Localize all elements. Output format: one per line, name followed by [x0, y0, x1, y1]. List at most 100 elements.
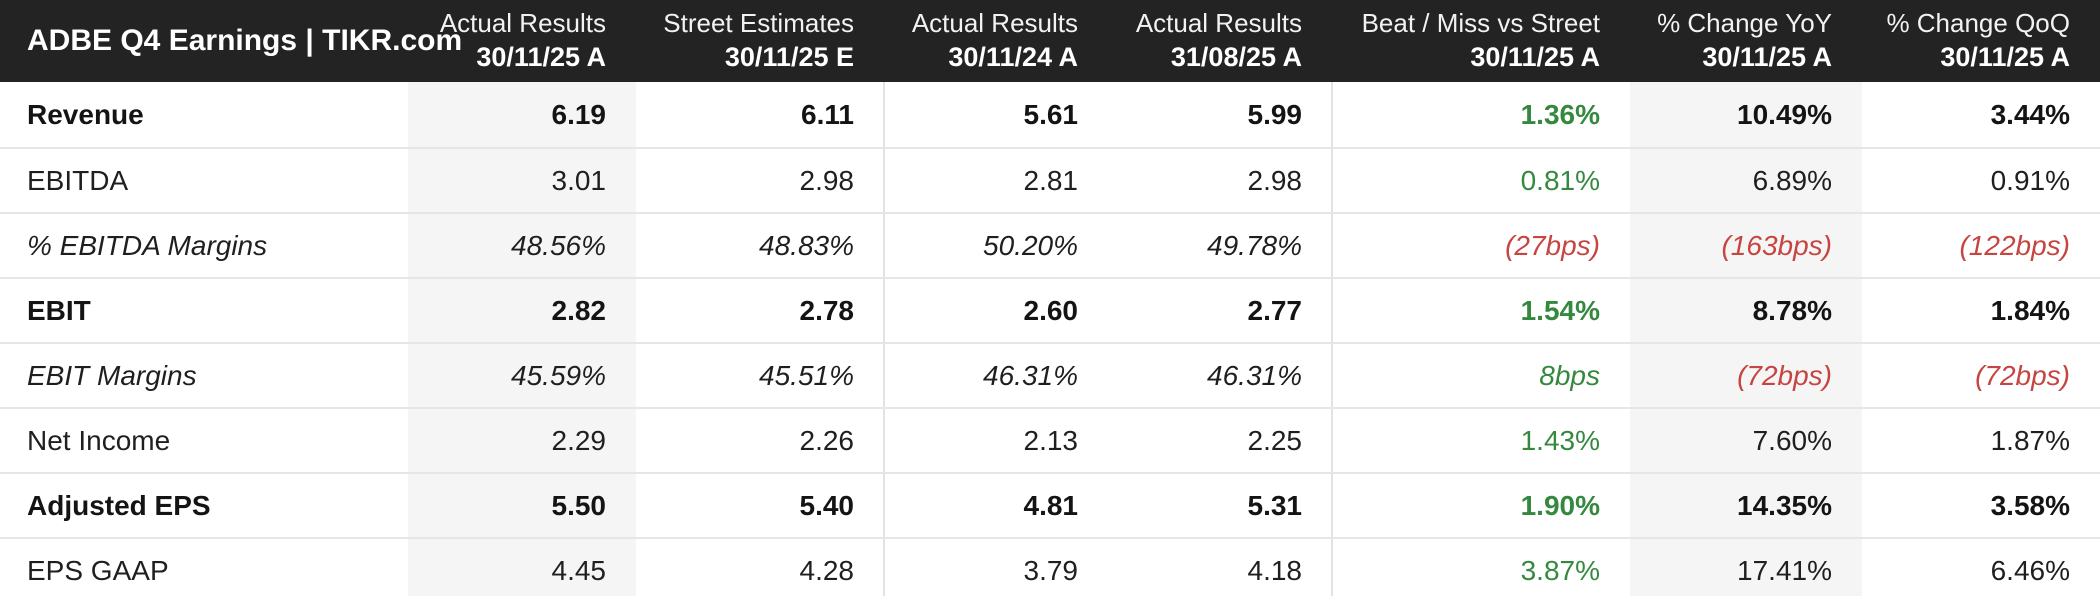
- row-label: EBIT: [27, 294, 91, 326]
- qoq-cell: 3.44%: [1990, 98, 2070, 130]
- row-label: Net Income: [27, 424, 171, 456]
- table-cell: 3.79: [1023, 554, 1079, 586]
- table-cell: 2.98: [1247, 164, 1303, 196]
- qoq-cell: 1.87%: [1990, 424, 2070, 456]
- table-cell: 6.19: [551, 98, 607, 130]
- qoq-cell: 3.58%: [1990, 489, 2070, 521]
- column-date: 30/11/25 E: [724, 42, 854, 73]
- column-date: 30/11/25 A: [1940, 42, 2070, 73]
- qoq-cell: (122bps): [1959, 229, 2070, 261]
- table-header: ADBE Q4 Earnings | TIKR.com Actual Resul…: [0, 0, 2100, 82]
- row-label: % EBITDA Margins: [27, 229, 268, 261]
- table-cell: 49.78%: [1207, 229, 1302, 261]
- beat-miss-cell: 0.81%: [1520, 164, 1600, 196]
- row-label: EPS GAAP: [27, 554, 169, 586]
- yoy-cell: 7.60%: [1752, 424, 1832, 456]
- column-divider: [883, 82, 885, 596]
- yoy-cell: 14.35%: [1737, 489, 1832, 521]
- column-label: % Change QoQ: [1886, 7, 2070, 38]
- column-header-street-estimates: Street Estimates 30/11/25 E: [636, 0, 884, 82]
- yoy-cell: 6.89%: [1752, 164, 1832, 196]
- qoq-cell: 6.46%: [1990, 554, 2070, 586]
- beat-miss-cell: 1.90%: [1520, 489, 1600, 521]
- table-row-ebit: EBIT 2.82 2.78 2.60 2.77 1.54% 8.78% 1.8…: [0, 277, 2100, 342]
- yoy-cell: 17.41%: [1737, 554, 1832, 586]
- beat-miss-cell: 1.36%: [1520, 98, 1600, 130]
- row-label: EBITDA: [27, 164, 129, 196]
- table-cell: 5.31: [1247, 489, 1303, 521]
- table-cell: 4.28: [799, 554, 855, 586]
- yoy-cell: (72bps): [1737, 359, 1832, 391]
- table-cell: 5.61: [1023, 98, 1079, 130]
- table-cell: 48.56%: [511, 229, 606, 261]
- column-header-actual-current: Actual Results 30/11/25 A: [408, 0, 636, 82]
- column-label: % Change YoY: [1657, 7, 1832, 38]
- row-label: Adjusted EPS: [27, 489, 211, 521]
- table-cell: 2.78: [799, 294, 855, 326]
- column-divider: [1331, 82, 1333, 596]
- table-cell: 2.25: [1247, 424, 1303, 456]
- beat-miss-cell: 1.43%: [1520, 424, 1600, 456]
- table-cell: 6.11: [801, 98, 854, 130]
- beat-miss-cell: (27bps): [1505, 229, 1600, 261]
- table-cell: 48.83%: [759, 229, 854, 261]
- yoy-cell: (163bps): [1721, 229, 1832, 261]
- table-cell: 2.26: [799, 424, 855, 456]
- column-date: 30/11/24 A: [948, 42, 1078, 73]
- table-row-ebit-margins: EBIT Margins 45.59% 45.51% 46.31% 46.31%…: [0, 342, 2100, 407]
- column-header-actual-prior-year: Actual Results 30/11/24 A: [884, 0, 1108, 82]
- table-cell: 45.59%: [511, 359, 606, 391]
- table-row-adjusted-eps: Adjusted EPS 5.50 5.40 4.81 5.31 1.90% 1…: [0, 472, 2100, 537]
- table-cell: 2.98: [799, 164, 855, 196]
- column-date: 31/08/25 A: [1170, 42, 1302, 73]
- column-date: 30/11/25 A: [1470, 42, 1600, 73]
- table-cell: 4.81: [1023, 489, 1079, 521]
- table-row-eps-gaap: EPS GAAP 4.45 4.28 3.79 4.18 3.87% 17.41…: [0, 537, 2100, 602]
- column-stripe-yoy: [1630, 82, 1862, 596]
- column-header-change-yoy: % Change YoY 30/11/25 A: [1630, 0, 1862, 82]
- table-cell: 46.31%: [1207, 359, 1302, 391]
- column-label: Beat / Miss vs Street: [1361, 7, 1600, 38]
- table-row-ebitda: EBITDA 3.01 2.98 2.81 2.98 0.81% 6.89% 0…: [0, 147, 2100, 212]
- table-cell: 2.81: [1023, 164, 1079, 196]
- table-cell: 2.29: [551, 424, 607, 456]
- table-cell: 5.99: [1247, 98, 1303, 130]
- column-date: 30/11/25 A: [476, 42, 606, 73]
- table-row-ebitda-margins: % EBITDA Margins 48.56% 48.83% 50.20% 49…: [0, 212, 2100, 277]
- qoq-cell: 1.84%: [1990, 294, 2070, 326]
- table-cell: 5.50: [551, 489, 607, 521]
- table-cell: 3.01: [551, 164, 607, 196]
- page-title: ADBE Q4 Earnings | TIKR.com: [27, 24, 463, 57]
- table-cell: 4.18: [1247, 554, 1303, 586]
- beat-miss-cell: 1.54%: [1520, 294, 1600, 326]
- table-cell: 50.20%: [983, 229, 1078, 261]
- table-cell: 2.77: [1247, 294, 1303, 326]
- header-title-cell: ADBE Q4 Earnings | TIKR.com: [0, 0, 462, 82]
- table-cell: 4.45: [551, 554, 607, 586]
- row-label: Revenue: [27, 98, 144, 130]
- qoq-cell: (72bps): [1975, 359, 2070, 391]
- column-date: 30/11/25 A: [1702, 42, 1832, 73]
- table-row-net-income: Net Income 2.29 2.26 2.13 2.25 1.43% 7.6…: [0, 407, 2100, 472]
- table-cell: 2.82: [551, 294, 607, 326]
- column-label: Street Estimates: [663, 7, 854, 38]
- table-cell: 46.31%: [983, 359, 1078, 391]
- column-header-beat-miss: Beat / Miss vs Street 30/11/25 A: [1332, 0, 1630, 82]
- column-label: Actual Results: [1135, 7, 1302, 38]
- table-cell: 2.13: [1023, 424, 1079, 456]
- column-label: Actual Results: [439, 7, 606, 38]
- yoy-cell: 8.78%: [1752, 294, 1832, 326]
- beat-miss-cell: 8bps: [1539, 359, 1600, 391]
- table-body: Revenue 6.19 6.11 5.61 5.99 1.36% 10.49%…: [0, 82, 2100, 602]
- column-stripe-actual-current: [408, 82, 636, 596]
- beat-miss-cell: 3.87%: [1520, 554, 1600, 586]
- column-header-change-qoq: % Change QoQ 30/11/25 A: [1862, 0, 2100, 82]
- table-row-revenue: Revenue 6.19 6.11 5.61 5.99 1.36% 10.49%…: [0, 82, 2100, 147]
- table-cell: 5.40: [799, 489, 855, 521]
- table-cell: 45.51%: [759, 359, 854, 391]
- column-header-actual-prior-quarter: Actual Results 31/08/25 A: [1108, 0, 1332, 82]
- qoq-cell: 0.91%: [1990, 164, 2070, 196]
- row-label: EBIT Margins: [27, 359, 197, 391]
- column-label: Actual Results: [911, 7, 1078, 38]
